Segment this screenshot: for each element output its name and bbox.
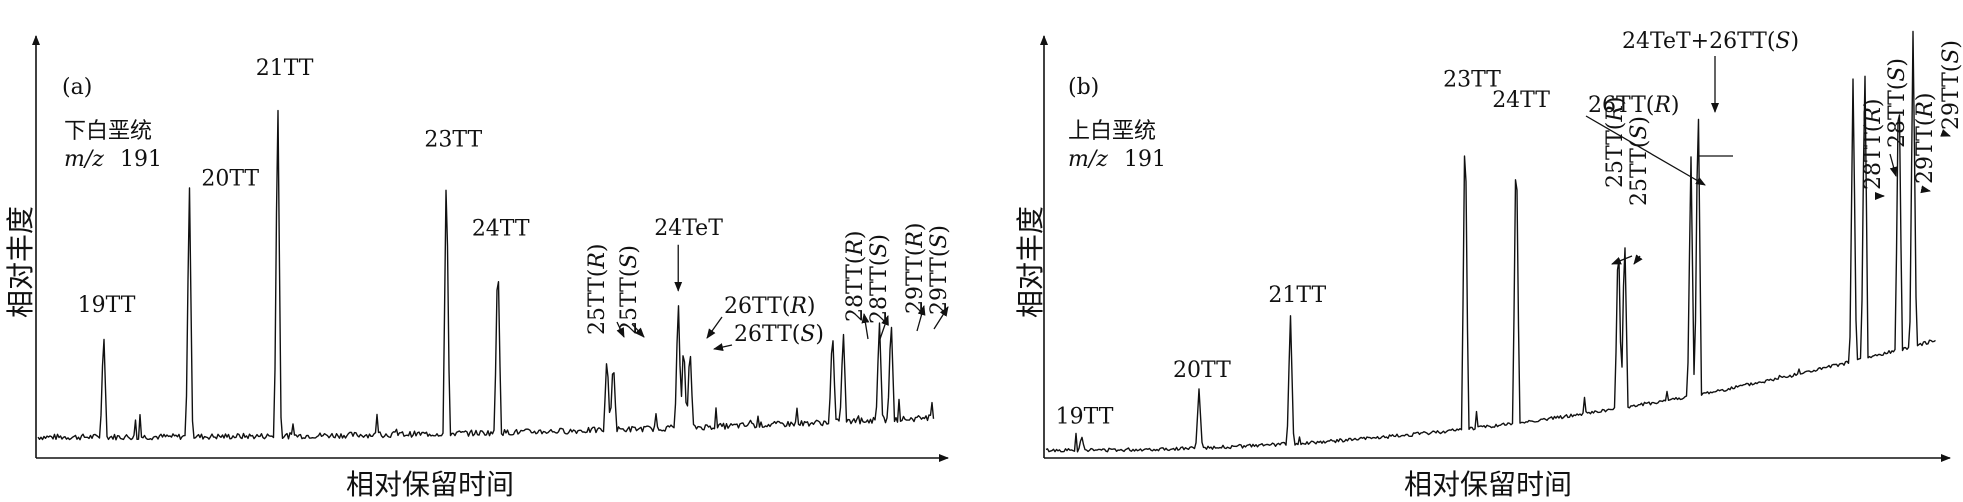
peak-label-text: 26TT(R) — [1588, 93, 1680, 118]
peak-label: 21TT — [1268, 283, 1326, 308]
peak-label-text: 26TT(S) — [734, 322, 824, 347]
panel-b-xlabel: 相对保留时间 — [1404, 468, 1572, 501]
peak-label: 28TT(S) — [867, 234, 892, 340]
peak-label: 25TT(R) — [1603, 96, 1633, 265]
peak-label-text: 19TT — [78, 293, 136, 318]
peak-label-text: 23TT — [1443, 68, 1501, 93]
panel-b-label: (b) — [1068, 75, 1099, 100]
peak-label: 25TT(S) — [1627, 116, 1652, 265]
peak-label-text: 28TT(S) — [867, 234, 892, 324]
peak-label-text: 29TT(R) — [1913, 92, 1938, 184]
peak-label-text: 24TT — [1492, 88, 1550, 113]
peak-label-text: 25TT(R) — [585, 243, 610, 335]
peak-label-text: 25TT(S) — [617, 245, 642, 335]
peak-label-text: 28TT(R) — [843, 230, 868, 322]
panel-b-ylabel: 相对丰度 — [1014, 206, 1047, 318]
peak-label: 25TT(R) — [585, 243, 625, 338]
panel-a-mz-label: m/z — [64, 147, 104, 172]
peak-label-text: 29TT(R) — [903, 222, 928, 314]
peak-label: 24TeT — [654, 216, 723, 292]
panel-b-mz-label: m/z — [1068, 147, 1108, 172]
peak-label: 23TT — [1443, 68, 1501, 93]
panel-a-sample: 下白垩统 — [64, 119, 152, 144]
panel-a-label: (a) — [62, 75, 92, 100]
svg-text:m/z: m/z — [1068, 147, 1108, 172]
peak-label: 29TT(S) — [927, 225, 952, 330]
peak-label-text: 23TT — [424, 128, 482, 153]
peak-label: 19TT — [78, 293, 136, 318]
peak-label: 21TT — [256, 56, 314, 81]
peak-label-text: 20TT — [201, 167, 259, 192]
peak-label: 24TeT+26TT(S) — [1622, 29, 1799, 157]
peak-label: 29TT(R) — [903, 222, 928, 332]
peak-label: 23TT — [424, 128, 482, 153]
peak-label: 20TT — [1173, 358, 1231, 383]
peak-label-text: 24TeT — [654, 216, 723, 241]
panel-b-trace — [1045, 30, 1936, 453]
peak-label-text: 29TT(S) — [927, 225, 952, 315]
peak-label-text: 24TeT+26TT(S) — [1622, 29, 1799, 54]
peak-label-text: 24TT — [472, 217, 530, 242]
peak-label-text: 20TT — [1173, 358, 1231, 383]
peak-label-text: 21TT — [1268, 283, 1326, 308]
panel-a-xlabel: 相对保留时间 — [346, 468, 514, 501]
peak-label: 20TT — [201, 167, 259, 192]
peak-label-text: 26TT(R) — [724, 294, 816, 319]
peak-label: 29TT(S) — [1939, 40, 1963, 137]
panel-a: 19TT 20TT 21TT 23TT 24TT 25TT(R) 25TT(S) 24TeT 2… — [4, 35, 952, 501]
peak-label: 19TT — [1056, 405, 1114, 430]
peak-label: 28TT(R) — [1861, 98, 1886, 200]
panel-a-mz-value: 191 — [120, 147, 162, 172]
svg-text:m/z: m/z — [64, 147, 104, 172]
peak-label: 28TT(R) — [843, 230, 870, 340]
peak-label: 24TT — [472, 217, 530, 242]
peak-label: 24TT — [1492, 88, 1550, 113]
peak-label: 26TT(R) — [1585, 93, 1706, 186]
peak-label: 25TT(S) — [617, 245, 645, 338]
panel-a-ylabel: 相对丰度 — [4, 206, 37, 318]
peak-label: 29TT(R) — [1913, 92, 1938, 194]
peak-label: 26TT(S) — [713, 322, 824, 351]
panel-a-peak-labels: 19TT 20TT 21TT 23TT 24TT 25TT(R) 25TT(S) 24TeT 2… — [78, 56, 952, 351]
peak-label-text: 19TT — [1056, 405, 1114, 430]
peak-label: 26TT(R) — [706, 294, 816, 339]
panel-b-sample: 上白垩统 — [1068, 119, 1156, 144]
peak-label-text: 28TT(S) — [1885, 58, 1910, 148]
peak-label-text: 25TT(S) — [1627, 116, 1652, 206]
peak-label-text: 29TT(S) — [1939, 40, 1963, 130]
panel-b-mz-value: 191 — [1124, 147, 1166, 172]
peak-label: 28TT(S) — [1885, 58, 1910, 177]
peak-label-text: 25TT(R) — [1603, 96, 1628, 188]
peak-label-text: 21TT — [256, 56, 314, 81]
peak-label-text: 28TT(R) — [1861, 98, 1886, 190]
panel-a-trace — [37, 109, 935, 441]
